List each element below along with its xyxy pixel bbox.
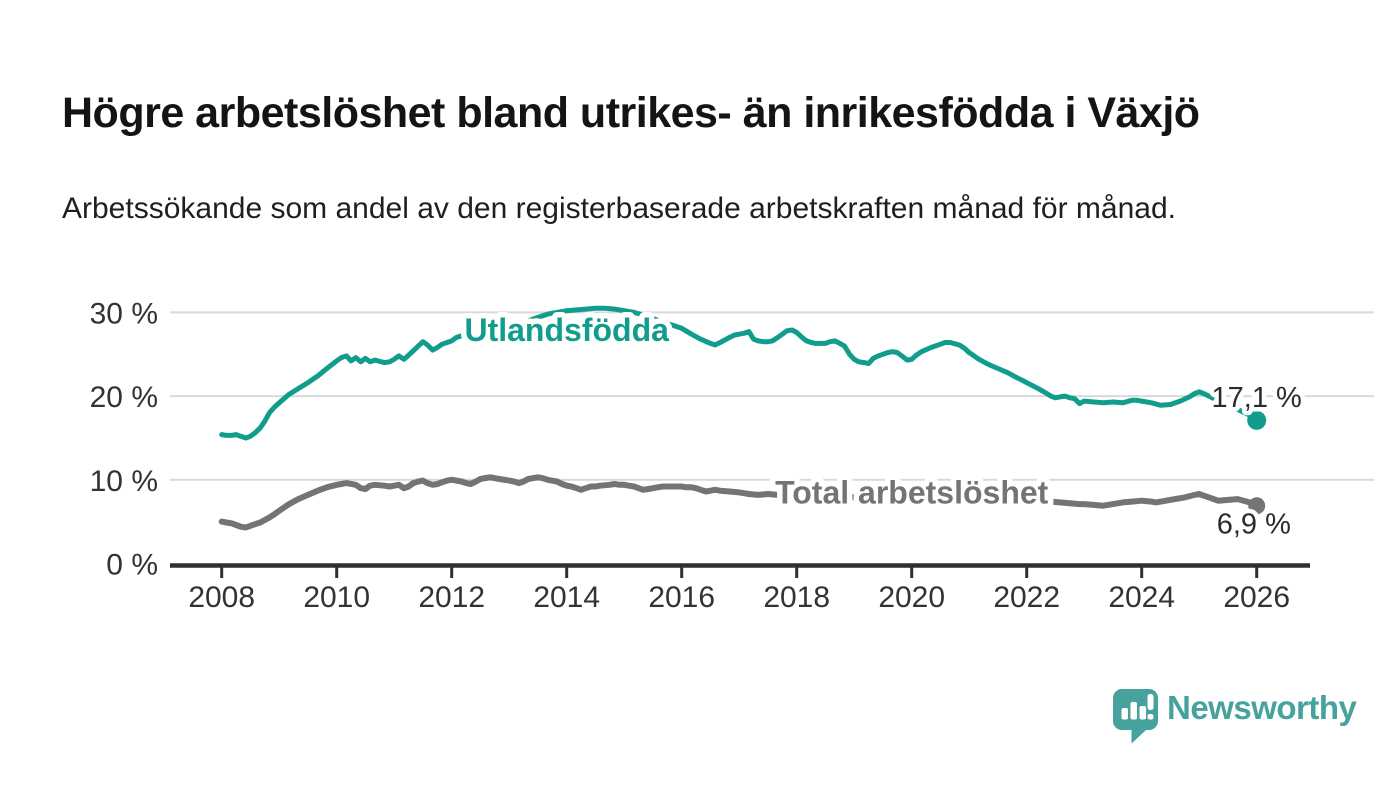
x-tick-label-2016: 2016 [648,581,715,614]
end-dot-1 [1248,497,1266,515]
x-tick-label-2008: 2008 [188,581,255,614]
y-tick-label-0: 0 % [106,549,158,582]
series-label-0: Utlandsfödda [464,312,669,348]
newsworthy-logo-graphic: Newsworthy [1113,689,1358,744]
x-tick-label-2014: 2014 [533,581,600,614]
x-tick-label-2024: 2024 [1108,581,1175,614]
series-label-1: Total arbetslöshet [775,474,1049,510]
series-line-1 [218,474,1260,531]
x-tick-label-2010: 2010 [303,581,370,614]
x-tick-label-2018: 2018 [763,581,830,614]
series-line-0 [219,305,1260,441]
end-value-label-1: 6,9 % [1217,508,1291,540]
page-title: Högre arbetslöshet bland utrikes- än inr… [62,88,1200,137]
brand-name: Newsworthy [1167,689,1358,726]
end-value-label-0: 17,1 % [1212,382,1302,414]
x-tick-label-2026: 2026 [1223,581,1290,614]
y-tick-label-10: 10 % [90,465,158,498]
y-tick-label-30: 30 % [90,297,158,330]
x-tick-label-2022: 2022 [993,581,1060,614]
end-dot-0 [1247,410,1267,430]
x-tick-label-2012: 2012 [418,581,485,614]
y-tick-label-20: 20 % [90,381,158,414]
page-subtitle: Arbetssökande som andel av den registerb… [62,192,1176,225]
x-tick-label-2020: 2020 [878,581,945,614]
speech-bubble-chart-icon [1113,689,1158,744]
newsworthy-logo: Newsworthy [1108,682,1378,752]
